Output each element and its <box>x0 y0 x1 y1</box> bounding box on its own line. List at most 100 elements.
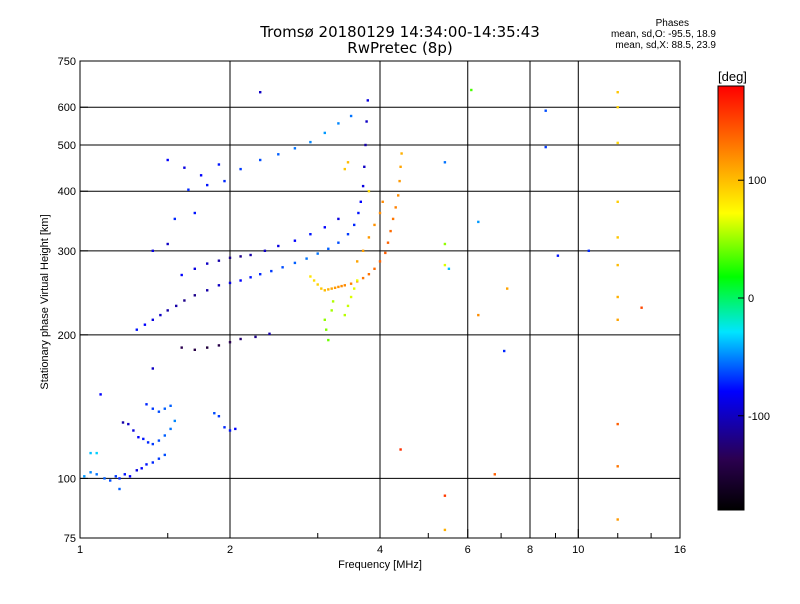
data-point <box>270 269 273 273</box>
data-point <box>159 313 162 317</box>
data-point <box>337 122 340 125</box>
data-point <box>309 140 312 144</box>
data-point <box>193 267 196 270</box>
y-tick-label: 300 <box>58 246 76 258</box>
data-point <box>640 306 643 309</box>
data-point <box>263 249 267 252</box>
y-tick-label: 200 <box>58 330 76 342</box>
data-point <box>544 109 547 112</box>
x-tick-label: 16 <box>674 544 686 556</box>
data-point <box>361 184 365 188</box>
data-point <box>223 179 226 183</box>
data-point <box>361 249 365 252</box>
data-point <box>99 393 102 396</box>
data-point <box>323 318 326 321</box>
data-point <box>443 494 447 497</box>
data-point <box>616 518 619 521</box>
data-point <box>399 448 402 451</box>
x-tick-label: 10 <box>572 544 584 556</box>
data-point <box>163 434 166 437</box>
data-point <box>151 367 154 370</box>
data-point <box>394 206 397 209</box>
data-point <box>353 223 356 227</box>
x-tick-label: 6 <box>465 544 471 556</box>
data-point <box>327 338 330 342</box>
data-point <box>587 249 590 252</box>
x-axis-title: Frequency [MHz] <box>338 559 422 571</box>
phases-title: Phases <box>655 18 689 29</box>
data-point <box>228 281 232 285</box>
data-point <box>356 279 359 282</box>
data-point <box>330 309 333 312</box>
data-point <box>118 487 121 491</box>
data-point <box>140 467 143 470</box>
data-point <box>163 407 166 410</box>
data-point <box>135 328 138 331</box>
data-point <box>503 349 506 353</box>
data-point <box>145 463 148 466</box>
data-point <box>228 429 232 432</box>
data-point <box>166 242 169 246</box>
data-point <box>142 437 145 441</box>
data-point <box>228 341 232 344</box>
data-point <box>217 344 221 347</box>
data-point <box>309 233 312 236</box>
data-point <box>346 233 350 236</box>
data-point <box>206 183 209 187</box>
data-point <box>163 453 166 457</box>
data-point <box>166 158 169 162</box>
y-tick-label: 750 <box>58 56 76 68</box>
data-point <box>259 158 262 162</box>
x-tick-label: 8 <box>527 544 533 556</box>
data-point <box>128 475 132 478</box>
data-point <box>378 260 382 263</box>
data-point <box>378 211 382 215</box>
data-point <box>340 284 343 288</box>
data-point <box>349 295 353 299</box>
y-tick-label: 75 <box>64 533 76 545</box>
data-point <box>151 442 154 446</box>
data-point <box>493 473 496 476</box>
data-point <box>346 304 350 308</box>
data-point <box>373 267 376 270</box>
data-point <box>366 99 369 102</box>
data-point <box>316 283 319 286</box>
colorbar-unit: [deg] <box>718 69 747 84</box>
data-point <box>349 282 353 285</box>
phases-legend: Phases mean, sd,O: -95.5, 18.9 mean, sd,… <box>576 18 716 51</box>
data-point <box>217 415 221 418</box>
data-point <box>193 294 196 297</box>
data-point <box>89 471 92 474</box>
data-point <box>616 200 619 203</box>
data-point <box>616 295 619 299</box>
data-point <box>356 260 359 263</box>
data-point <box>169 427 172 431</box>
data-point <box>359 200 362 203</box>
data-point <box>83 475 86 478</box>
data-point <box>206 346 209 349</box>
data-point <box>320 287 323 290</box>
data-point <box>391 217 395 221</box>
data-point <box>239 279 242 282</box>
data-point <box>381 200 384 203</box>
data-point <box>103 477 106 480</box>
data-point <box>175 304 178 308</box>
data-point <box>305 257 308 260</box>
data-point <box>217 259 221 262</box>
data-point <box>239 337 242 341</box>
data-point <box>293 147 297 150</box>
x-axis: 1 2 4 6 8 10 16 <box>77 529 686 556</box>
data-point <box>127 422 130 426</box>
data-point <box>166 309 169 312</box>
data-point <box>544 145 547 149</box>
data-point <box>151 461 154 464</box>
data-point <box>143 323 147 326</box>
data-point <box>268 332 271 335</box>
data-point <box>443 263 447 267</box>
x-tick-label: 2 <box>227 544 233 556</box>
data-point <box>346 161 350 164</box>
data-point <box>343 284 346 287</box>
data-point <box>343 167 346 171</box>
data-point <box>333 286 337 289</box>
data-point <box>169 404 172 407</box>
